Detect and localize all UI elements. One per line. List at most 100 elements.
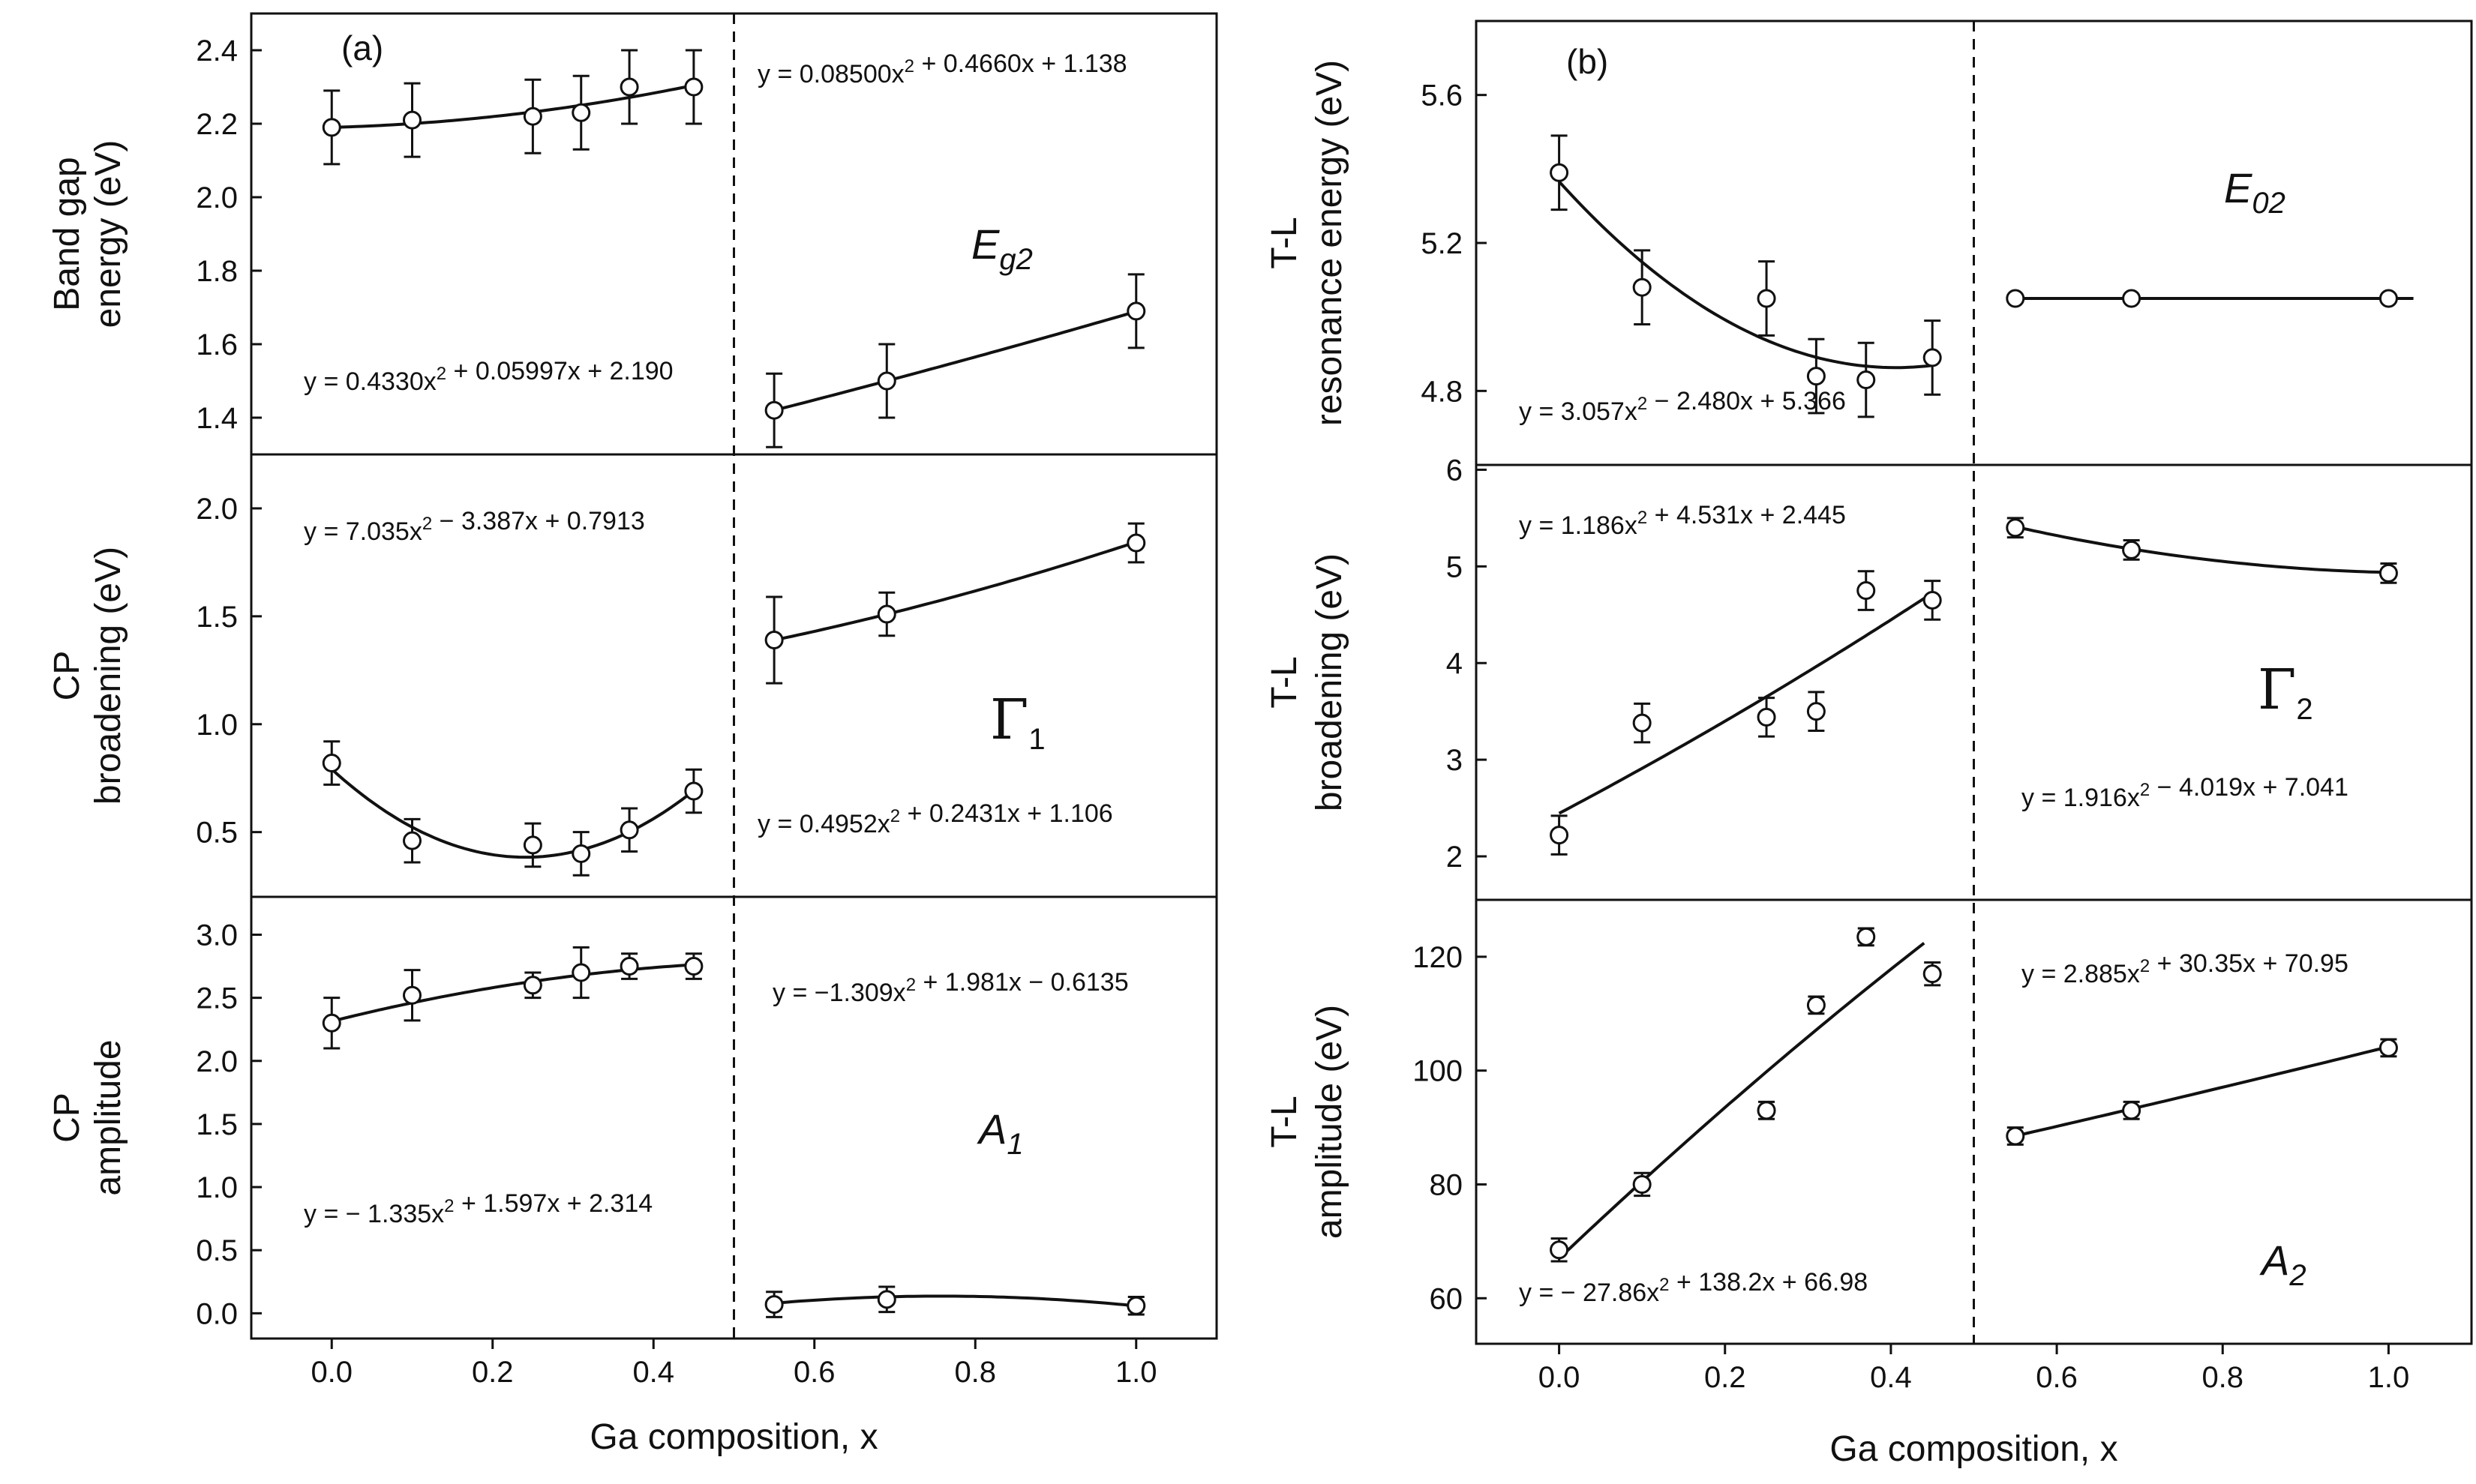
y-tick-label: 2.0 <box>196 493 238 526</box>
data-point <box>1632 277 1652 297</box>
x-tick-label: 0.2 <box>1704 1361 1746 1394</box>
parameter-symbol: E02 <box>2224 164 2285 220</box>
data-point <box>403 985 422 1005</box>
data-point <box>1127 533 1146 553</box>
panel-b: 0.0 0.2 0.4 0.6 0.8 1.0Ga composition, x(b)4.… <box>1265 19 2473 1469</box>
parameter-symbol: A2 <box>2259 1237 2306 1292</box>
fit-curve <box>332 83 695 129</box>
fit-equation: y = 1.186x2 + 4.531x + 2.445 <box>1519 501 1846 540</box>
data-point <box>1127 301 1146 321</box>
data-point <box>2006 289 2025 308</box>
data-point <box>764 400 784 420</box>
data-point <box>1856 581 1876 601</box>
data-point <box>684 957 704 976</box>
y-tick-label: 100 <box>1412 1055 1463 1088</box>
y-tick-label: 3 <box>1446 744 1463 777</box>
y-tick-label: 0.0 <box>196 1297 238 1330</box>
data-point <box>684 781 704 801</box>
data-point <box>1922 590 1942 610</box>
data-point <box>1922 348 1942 367</box>
data-point <box>403 831 422 850</box>
data-point <box>1550 1240 1569 1260</box>
fit-curve <box>330 768 695 859</box>
y-axis-label: energy (eV) <box>89 140 128 328</box>
fit-equation: y = 1.916x2 − 4.019x + 7.041 <box>2021 773 2348 812</box>
subplot: 4.8 5.2 5.6 T-L resonance energy (eV) y = 3.0… <box>1265 60 2414 426</box>
y-tick-label: 4.8 <box>1421 375 1463 408</box>
data-point <box>1922 964 1942 984</box>
fit-equation: y = 0.08500x2 + 0.4660x + 1.138 <box>758 49 1127 88</box>
subplot: 1.4 1.6 1.8 2.0 2.2 2.4 Band gap energy (eV) y =… <box>47 34 1146 448</box>
y-axis-label: T-L <box>1265 656 1304 708</box>
data-point <box>572 963 591 982</box>
x-tick-label: 1.0 <box>2368 1361 2410 1394</box>
fit-equation: y = 7.035x2 − 3.387x + 0.7913 <box>304 507 645 546</box>
data-point <box>2378 1038 2398 1057</box>
data-point <box>572 844 591 863</box>
x-tick-label: 0.8 <box>2201 1361 2243 1394</box>
data-point <box>1806 702 1826 721</box>
y-axis-label: broadening (eV) <box>1310 553 1349 811</box>
data-point <box>620 957 639 976</box>
data-point <box>2006 1126 2025 1146</box>
fit-curve <box>2015 1045 2389 1138</box>
x-tick-label: 0.0 <box>1538 1361 1580 1394</box>
fit-curve <box>2015 525 2389 574</box>
data-point <box>764 1295 784 1315</box>
data-point <box>2122 289 2141 308</box>
y-tick-label: 4 <box>1446 647 1463 680</box>
y-tick-label: 2.4 <box>196 34 238 67</box>
fit-curve <box>1558 180 1933 370</box>
data-point <box>1806 995 1826 1015</box>
data-point <box>322 1013 341 1033</box>
data-point <box>877 1290 896 1309</box>
y-tick-label: 80 <box>1430 1168 1463 1201</box>
data-point <box>572 103 591 122</box>
fit-equation: y = − 27.86x2 + 138.2x + 66.98 <box>1519 1268 1868 1307</box>
fit-equation: y = − 1.335x2 + 1.597x + 2.314 <box>304 1189 653 1228</box>
subplot: 0.5 1.0 1.5 2.0 CP broadening (eV) y = 7.035x2… <box>47 493 1146 877</box>
data-point <box>523 976 542 995</box>
y-tick-label: 2.5 <box>196 982 238 1015</box>
x-tick-label: 0.0 <box>311 1356 353 1389</box>
x-tick-label: 0.6 <box>2036 1361 2078 1394</box>
y-axis-label: CP <box>47 651 87 701</box>
x-axis-label: Ga composition, x <box>1829 1429 2117 1469</box>
x-tick-label: 0.2 <box>472 1356 514 1389</box>
fit-curve <box>773 1294 1136 1308</box>
y-tick-label: 0.5 <box>196 1234 238 1267</box>
data-point <box>2006 518 2025 538</box>
subplot: 60 80 100 120 T-L amplitude (eV) y = − 27.86x2… <box>1265 927 2398 1315</box>
y-axis-label: broadening (eV) <box>89 547 128 805</box>
y-tick-label: 1.0 <box>196 1171 238 1204</box>
y-tick-label: 5.6 <box>1421 79 1463 112</box>
data-point <box>2122 540 2141 559</box>
y-tick-label: 1.0 <box>196 709 238 742</box>
fit-equation: y = −1.309x2 + 1.981x − 0.6135 <box>773 968 1129 1007</box>
data-point <box>620 77 639 97</box>
y-tick-label: 1.5 <box>196 601 238 634</box>
data-point <box>620 820 639 840</box>
data-point <box>1550 826 1569 845</box>
y-axis-label: T-L <box>1265 1096 1304 1147</box>
panel-label: (a) <box>341 28 383 67</box>
parameter-symbol: Γ2 <box>2258 658 2313 726</box>
fit-curve <box>1558 942 1925 1260</box>
data-point <box>1632 1174 1652 1194</box>
data-point <box>1757 289 1776 308</box>
fit-equation: y = 3.057x2 − 2.480x + 5.366 <box>1519 387 1846 426</box>
subplot: 2 3 4 5 6 T-L broadening (eV) y = 1.186x2 + 4.5… <box>1265 454 2398 874</box>
data-point <box>2122 1101 2141 1120</box>
fit-curve <box>773 310 1137 412</box>
y-tick-label: 1.6 <box>196 328 238 361</box>
fit-curve <box>331 963 695 1023</box>
data-point <box>523 835 542 855</box>
data-point <box>322 754 341 773</box>
fit-equation: y = 2.885x2 + 30.35x + 70.95 <box>2021 949 2348 988</box>
y-tick-label: 120 <box>1412 941 1463 974</box>
parameter-symbol: Eg2 <box>971 220 1033 276</box>
fit-curve <box>1558 592 1934 815</box>
y-tick-label: 6 <box>1446 454 1463 487</box>
y-tick-label: 2 <box>1446 841 1463 874</box>
